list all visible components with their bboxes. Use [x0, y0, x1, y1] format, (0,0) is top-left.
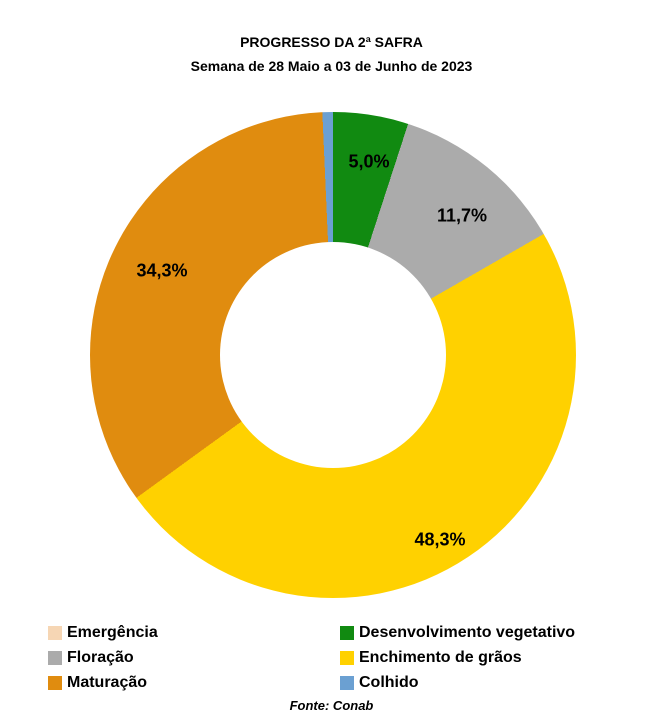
- legend-label: Maturação: [67, 674, 148, 691]
- legend-swatch-icon: [48, 651, 62, 665]
- slice-label-desenvolvimento: 5,0%: [348, 151, 390, 172]
- slice-label-enchimento: 48,3%: [414, 529, 466, 550]
- legend-row: Emergência Desenvolvimento vegetativo: [0, 624, 663, 649]
- legend-item-3: Enchimento de grãos: [340, 649, 522, 667]
- chart-title: PROGRESSO DA 2ª SAFRA: [240, 34, 423, 50]
- legend-item-2: Floração: [48, 649, 134, 667]
- legend-item-5: Colhido: [340, 674, 419, 692]
- legend-row: Maturação Colhido: [0, 674, 663, 699]
- slice-label-maturacao: 34,3%: [136, 260, 188, 281]
- legend-row: Floração Enchimento de grãos: [0, 649, 663, 674]
- legend-swatch-icon: [340, 626, 354, 640]
- legend: Emergência Desenvolvimento vegetativo Flor…: [0, 624, 663, 699]
- legend-label: Floração: [67, 649, 134, 666]
- legend-swatch-icon: [48, 626, 62, 640]
- legend-swatch-icon: [340, 651, 354, 665]
- legend-item-0: Emergência: [48, 624, 158, 642]
- legend-label: Colhido: [359, 674, 419, 691]
- legend-swatch-icon: [48, 676, 62, 690]
- source-note: Fonte: Conab: [289, 698, 374, 713]
- legend-label: Desenvolvimento vegetativo: [359, 624, 576, 641]
- legend-label: Emergência: [67, 624, 158, 641]
- chart-subtitle: Semana de 28 Maio a 03 de Junho de 2023: [190, 58, 473, 74]
- legend-item-4: Maturação: [48, 674, 147, 692]
- slice-label-floracao: 11,7%: [436, 205, 488, 226]
- chart-header: PROGRESSO DA 2ª SAFRA Semana de 28 Maio …: [0, 30, 663, 78]
- donut-hole: [220, 242, 446, 468]
- legend-swatch-icon: [340, 676, 354, 690]
- legend-item-1: Desenvolvimento vegetativo: [340, 624, 575, 642]
- donut-chart: [90, 112, 576, 598]
- legend-label: Enchimento de grãos: [359, 649, 522, 666]
